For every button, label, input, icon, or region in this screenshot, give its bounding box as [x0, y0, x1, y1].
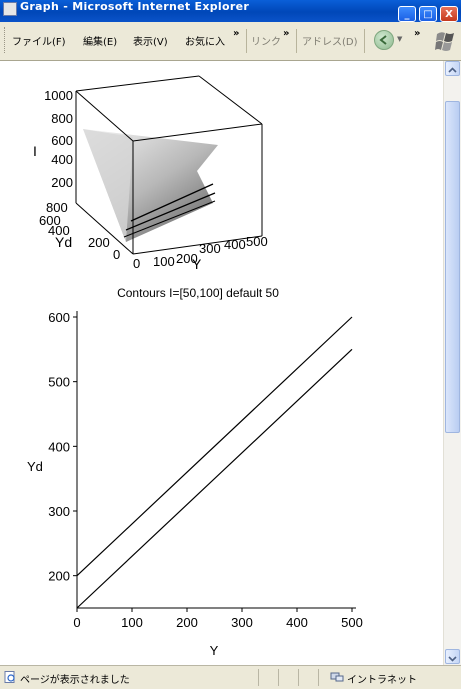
- box-edge: [75, 202, 134, 255]
- links-chevron[interactable]: »: [283, 28, 290, 39]
- series-group: [76, 316, 353, 609]
- menu-view[interactable]: 表示(V): [133, 37, 168, 48]
- y-tick-label: 0: [133, 256, 140, 271]
- toolbar-separator: [364, 29, 365, 53]
- box-edge: [75, 90, 134, 142]
- scroll-up-button[interactable]: [445, 61, 460, 76]
- yd-tick-label: 0: [113, 247, 120, 262]
- y-tick-label: 400: [224, 237, 246, 252]
- surface-contour-line: [123, 200, 216, 238]
- status-divider: [258, 669, 259, 686]
- y-tick-label: 500: [48, 375, 70, 390]
- scroll-down-button[interactable]: [445, 649, 460, 664]
- box-edge: [75, 75, 200, 92]
- x-tick-label: 0: [73, 615, 80, 630]
- ie-page-icon: [4, 671, 15, 683]
- back-arrow-icon: [379, 35, 387, 45]
- status-text: ページが表示されました: [20, 675, 130, 686]
- menu-favorites[interactable]: お気に入: [185, 37, 225, 48]
- surface-plot: 1000 800 600 400 200 I 800 600 400 200 0…: [33, 75, 268, 272]
- chevron-up-icon: [448, 67, 457, 73]
- surface-shade: [83, 129, 133, 242]
- toolbar-separator: [246, 29, 247, 53]
- window-title: Graph - Microsoft Internet Explorer: [20, 0, 250, 13]
- y-tick-group: 200 300 400 500 600: [48, 310, 77, 584]
- back-button[interactable]: [374, 30, 394, 50]
- status-bar: ページが表示されました イントラネット: [0, 665, 461, 689]
- page-viewport[interactable]: 1000 800 600 400 200 I 800 600 400 200 0…: [0, 61, 443, 665]
- y-tick-label: 200: [48, 569, 70, 584]
- surface-contour-line: [130, 183, 214, 222]
- y-tick-label: 300: [48, 504, 70, 519]
- contour-chart-title: Contours I=[50,100] default 50: [117, 286, 279, 300]
- yd-tick-label: 800: [46, 200, 68, 215]
- z-tick-label: 400: [51, 152, 73, 167]
- status-divider: [278, 669, 279, 686]
- box-edge: [198, 75, 263, 125]
- y-tick-label: 400: [48, 439, 70, 454]
- box-edge: [132, 123, 263, 142]
- z-tick-label: 1000: [44, 88, 73, 103]
- x-tick-group: 0 100 200 300 400 500: [73, 608, 363, 630]
- y-tick-label: 300: [199, 241, 221, 256]
- yd-tick-label: 200: [88, 235, 110, 250]
- contour-line: [76, 316, 353, 577]
- address-button[interactable]: アドレス(D): [302, 37, 358, 48]
- y-tick-label: 500: [246, 234, 268, 249]
- minimize-button[interactable]: _: [398, 6, 416, 22]
- y-axis-label: Yd: [27, 459, 43, 474]
- x-tick-label: 300: [231, 615, 253, 630]
- ie-page-icon: [3, 2, 17, 16]
- links-button[interactable]: リンク: [251, 37, 281, 48]
- contour-line: [76, 348, 353, 609]
- x-tick-label: 100: [121, 615, 143, 630]
- status-divider: [298, 669, 299, 686]
- y-tick-label: 100: [153, 254, 175, 269]
- scroll-thumb[interactable]: [445, 101, 460, 433]
- x-axis-label: Y: [210, 643, 219, 658]
- y-tick-label: 600: [48, 310, 70, 325]
- yd-tick-label: 600: [39, 213, 61, 228]
- close-button[interactable]: X: [440, 6, 458, 22]
- yd-tick-label: 400: [48, 223, 70, 238]
- box-edge: [132, 235, 263, 255]
- menu-file[interactable]: ファイル(F): [12, 37, 66, 48]
- toolbar-separator: [296, 29, 297, 53]
- back-dropdown-icon[interactable]: ▼: [397, 35, 403, 43]
- z-axis-label: I: [33, 143, 37, 159]
- x-tick-label: 500: [341, 615, 363, 630]
- y-axis-label: Y: [192, 256, 202, 272]
- security-zone-label: イントラネット: [347, 675, 417, 686]
- menu-toolbar: ファイル(F) 編集(E) 表示(V) お気に入 » リンク » アドレス(D)…: [0, 22, 461, 61]
- z-tick-label: 200: [51, 175, 73, 190]
- yd-axis-label: Yd: [55, 234, 72, 250]
- menu-edit[interactable]: 編集(E): [83, 37, 118, 48]
- windows-flag-icon: [435, 32, 454, 51]
- surface-contour-line: [125, 192, 216, 231]
- title-bar: Graph - Microsoft Internet Explorer _ □ …: [0, 0, 461, 22]
- toolbar-grip[interactable]: [4, 27, 8, 53]
- maximize-button[interactable]: □: [419, 6, 437, 22]
- graph-canvas: 1000 800 600 400 200 I 800 600 400 200 0…: [27, 75, 363, 658]
- z-tick-label: 600: [51, 133, 73, 148]
- intranet-zone-icon: [330, 672, 344, 682]
- x-tick-label: 400: [286, 615, 308, 630]
- x-tick-label: 200: [176, 615, 198, 630]
- vertical-scrollbar[interactable]: [443, 61, 461, 665]
- status-divider: [318, 669, 319, 686]
- z-tick-label: 800: [51, 111, 73, 126]
- toolbar-chevron[interactable]: »: [414, 28, 421, 39]
- y-tick-label: 200: [176, 251, 198, 266]
- contour-chart: 0 100 200 300 400 500 200 300 400 500 600 Y Yd: [27, 310, 363, 658]
- chevron-down-icon: [448, 656, 457, 662]
- menu-chevron[interactable]: »: [233, 28, 240, 39]
